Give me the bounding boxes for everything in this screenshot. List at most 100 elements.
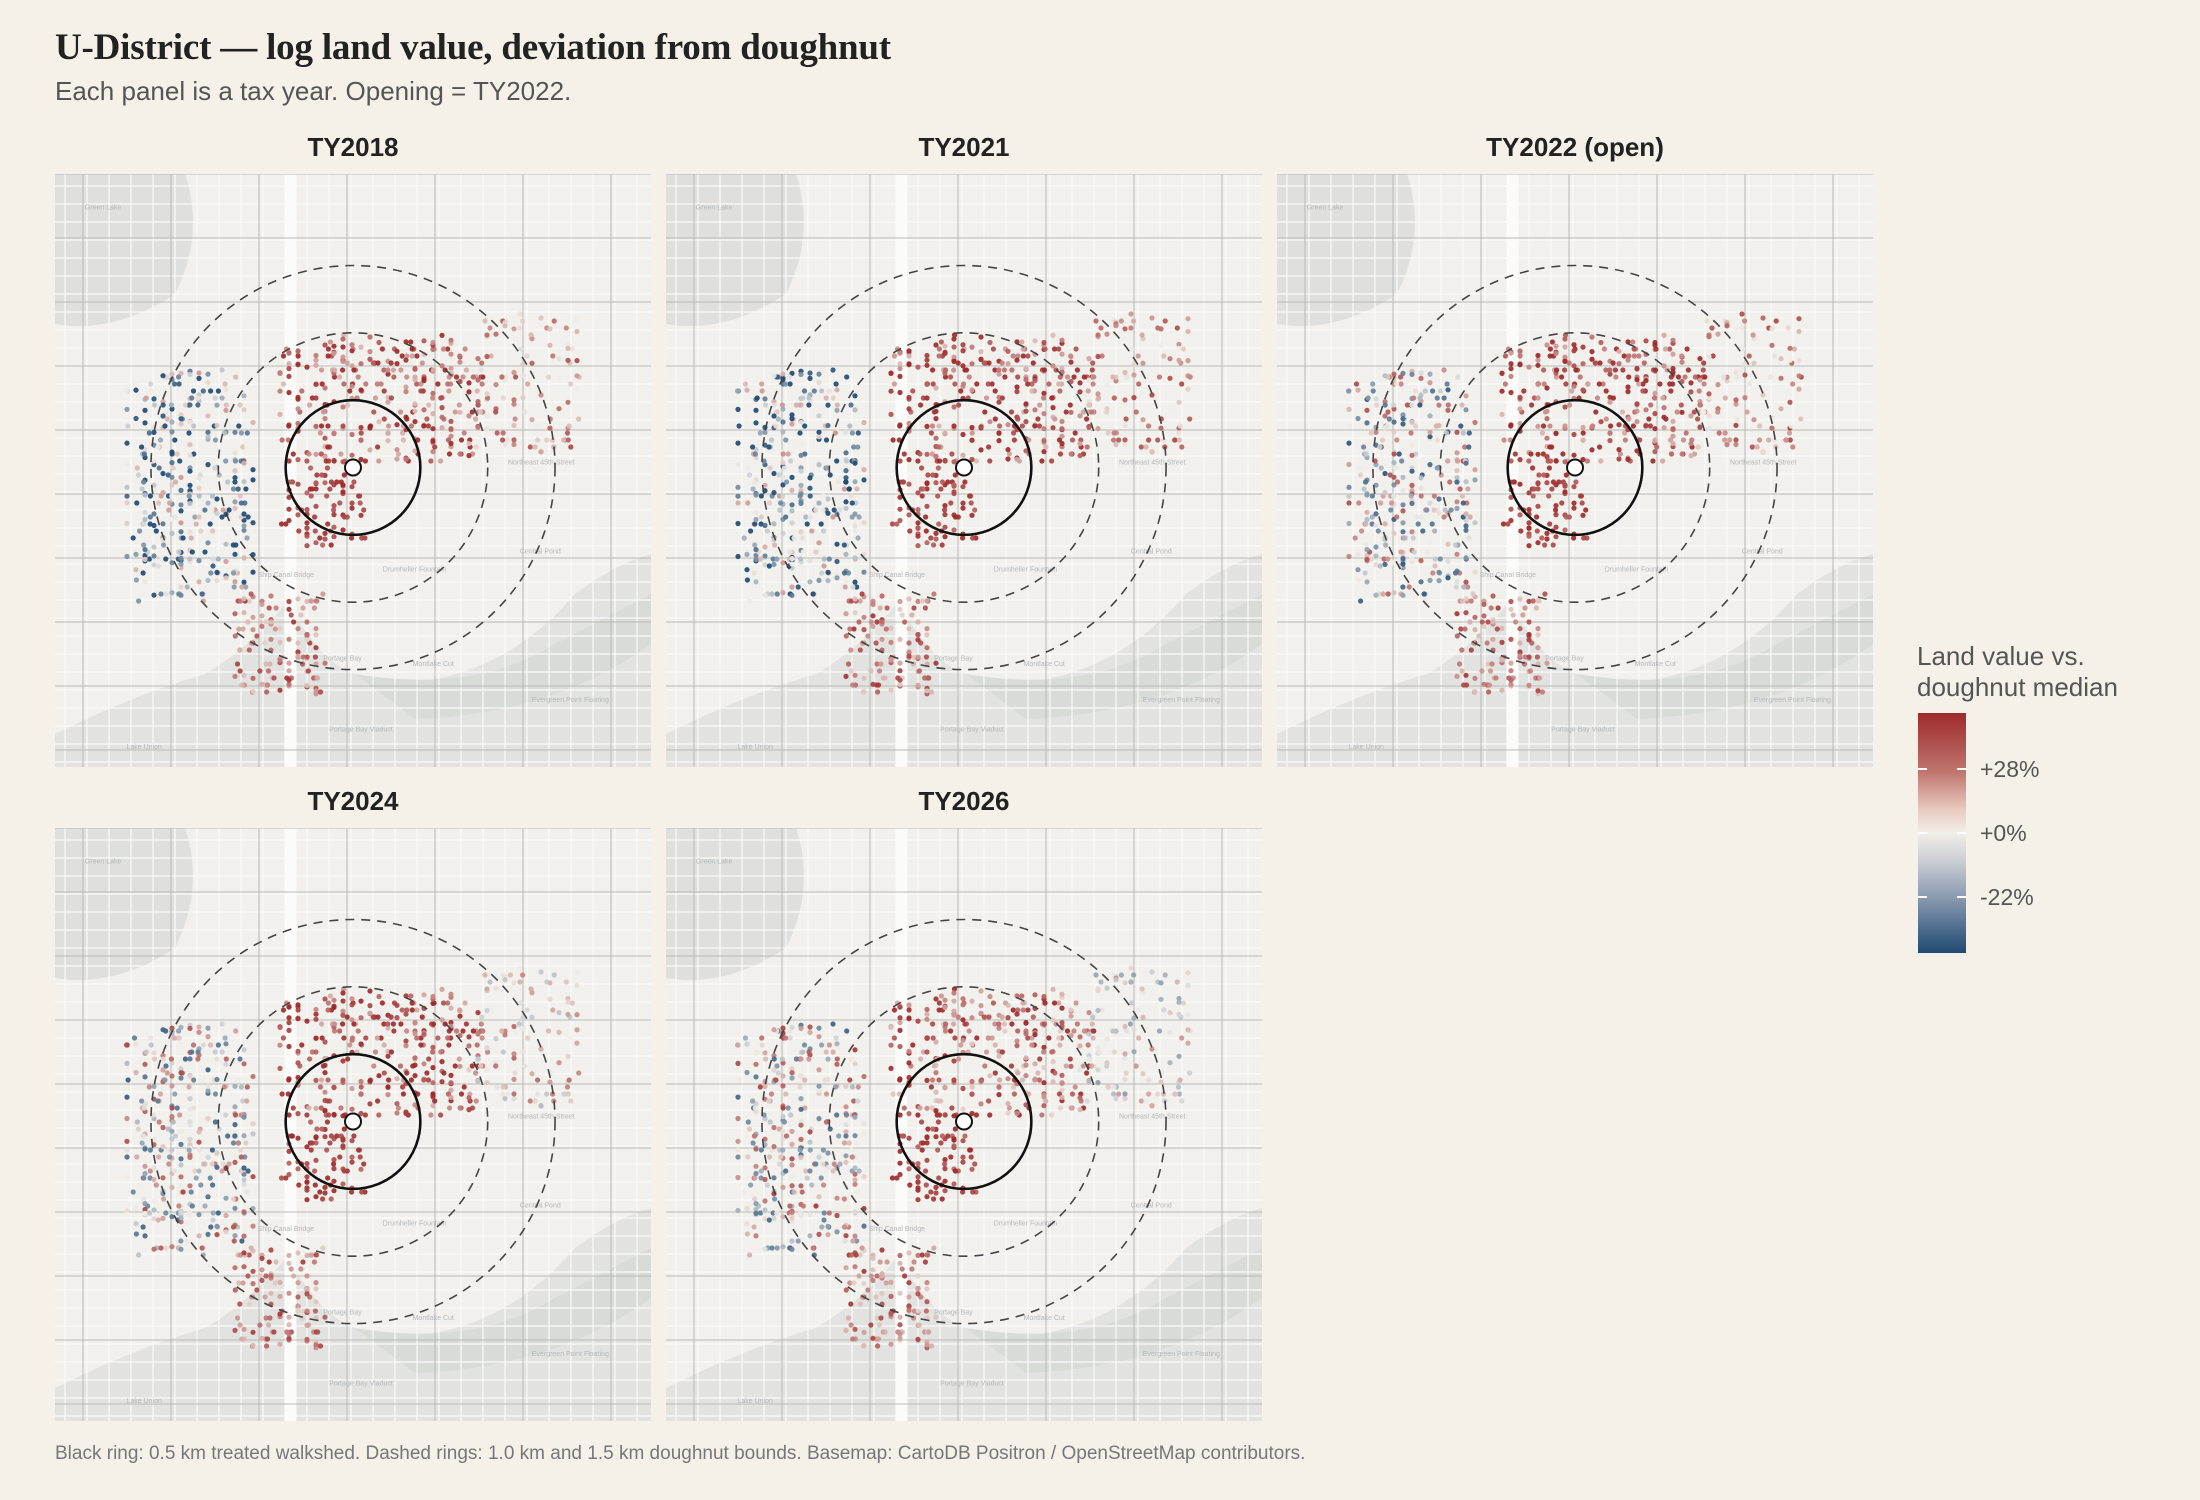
parcel-dot	[852, 1165, 858, 1171]
parcel-dot	[295, 640, 301, 646]
parcel-dot	[1517, 362, 1523, 368]
parcel-dot	[1029, 388, 1035, 394]
basemap-label: Drumheller Fountain	[994, 566, 1058, 573]
parcel-dot	[312, 528, 318, 534]
parcel-dot	[1068, 1013, 1074, 1019]
parcel-dot	[403, 384, 409, 390]
parcel-dot	[439, 1079, 445, 1085]
parcel-dot	[789, 520, 795, 526]
parcel-dot	[1185, 386, 1191, 392]
parcel-dot	[735, 388, 741, 394]
parcel-dot	[1517, 653, 1523, 659]
parcel-dot	[1427, 371, 1433, 377]
parcel-dot	[1122, 401, 1128, 407]
parcel-dot	[494, 1084, 500, 1090]
parcel-dot	[340, 1058, 346, 1064]
parcel-dot	[124, 1060, 130, 1066]
parcel-dot	[915, 458, 921, 464]
parcel-dot	[412, 1031, 418, 1037]
parcel-dot	[1598, 419, 1604, 425]
parcel-dot	[771, 1144, 777, 1150]
parcel-dot	[969, 387, 975, 393]
parcel-dot	[151, 1176, 157, 1183]
parcel-dot	[1353, 381, 1360, 387]
parcel-dot	[246, 1301, 252, 1307]
parcel-dot	[1448, 507, 1454, 513]
parcel-dot	[502, 1032, 508, 1038]
parcel-dot	[404, 374, 410, 380]
parcel-dot	[843, 475, 849, 481]
parcel-dot	[978, 356, 984, 362]
parcel-dot	[906, 1111, 912, 1117]
parcel-dot	[798, 1136, 804, 1142]
parcel-dot	[1020, 1000, 1026, 1006]
parcel-dot	[248, 591, 254, 597]
parcel-dot	[250, 1268, 256, 1274]
parcel-dot	[744, 567, 750, 573]
parcel-dot	[992, 388, 998, 394]
parcel-dot	[147, 1168, 153, 1174]
parcel-dot	[279, 437, 285, 443]
parcel-dot	[304, 1174, 310, 1180]
parcel-dot	[314, 1126, 320, 1132]
parcel-dot	[888, 639, 894, 645]
parcel-dot	[484, 1067, 490, 1073]
parcel-dot	[1535, 688, 1541, 694]
parcel-dot	[967, 493, 973, 499]
parcel-dot	[759, 1035, 765, 1041]
parcel-dot	[232, 611, 238, 617]
parcel-dot	[432, 1098, 438, 1104]
parcel-dot	[1517, 353, 1523, 359]
parcel-dot	[1420, 528, 1426, 534]
parcel-dot	[1508, 606, 1514, 612]
parcel-dot	[1020, 353, 1026, 359]
station-marker	[955, 458, 973, 477]
parcel-dot	[529, 360, 535, 366]
parcel-dot	[198, 528, 204, 534]
parcel-dot	[1592, 360, 1598, 366]
parcel-dot	[1625, 339, 1631, 345]
parcel-dot	[349, 342, 355, 348]
parcel-dot	[223, 1195, 229, 1201]
parcel-dot	[816, 380, 822, 386]
parcel-dot	[942, 1157, 948, 1163]
parcel-dot	[744, 387, 750, 393]
parcel-dot	[153, 528, 159, 534]
parcel-dot	[125, 1077, 131, 1083]
parcel-dot	[990, 1000, 996, 1006]
parcel-dot	[935, 1147, 941, 1153]
parcel-dot	[214, 402, 220, 408]
parcel-dot	[259, 681, 265, 687]
parcel-dot	[830, 1168, 836, 1174]
parcel-dot	[241, 393, 247, 399]
parcel-dot	[162, 1077, 168, 1083]
parcel-dot	[933, 1089, 939, 1095]
parcel-dot	[340, 1008, 346, 1014]
parcel-dot	[879, 593, 885, 599]
parcel-dot	[1535, 395, 1541, 401]
parcel-dot	[960, 535, 966, 541]
parcel-dot	[776, 1126, 782, 1132]
parcel-dot	[942, 430, 948, 436]
parcel-dot	[771, 413, 777, 419]
parcel-dot	[774, 1063, 780, 1069]
parcel-dot	[785, 1105, 791, 1111]
parcel-dot	[376, 339, 382, 346]
parcel-dot	[826, 388, 832, 394]
parcel-dot	[1011, 1091, 1017, 1097]
parcel-dot	[735, 440, 741, 446]
freeway-i5	[284, 828, 297, 1421]
parcel-dot	[795, 584, 801, 590]
parcel-dot	[430, 426, 436, 432]
parcel-dot	[250, 1281, 256, 1287]
parcel-dot	[192, 514, 198, 520]
parcel-dot	[1077, 441, 1083, 447]
parcel-dot	[951, 990, 957, 996]
parcel-dot	[199, 1245, 205, 1251]
parcel-dot	[254, 1287, 260, 1293]
parcel-dot	[367, 1010, 373, 1016]
parcel-dot	[925, 1126, 931, 1132]
parcel-dot	[1735, 374, 1741, 380]
parcel-dot	[187, 1096, 193, 1102]
parcel-dot	[1105, 430, 1111, 436]
